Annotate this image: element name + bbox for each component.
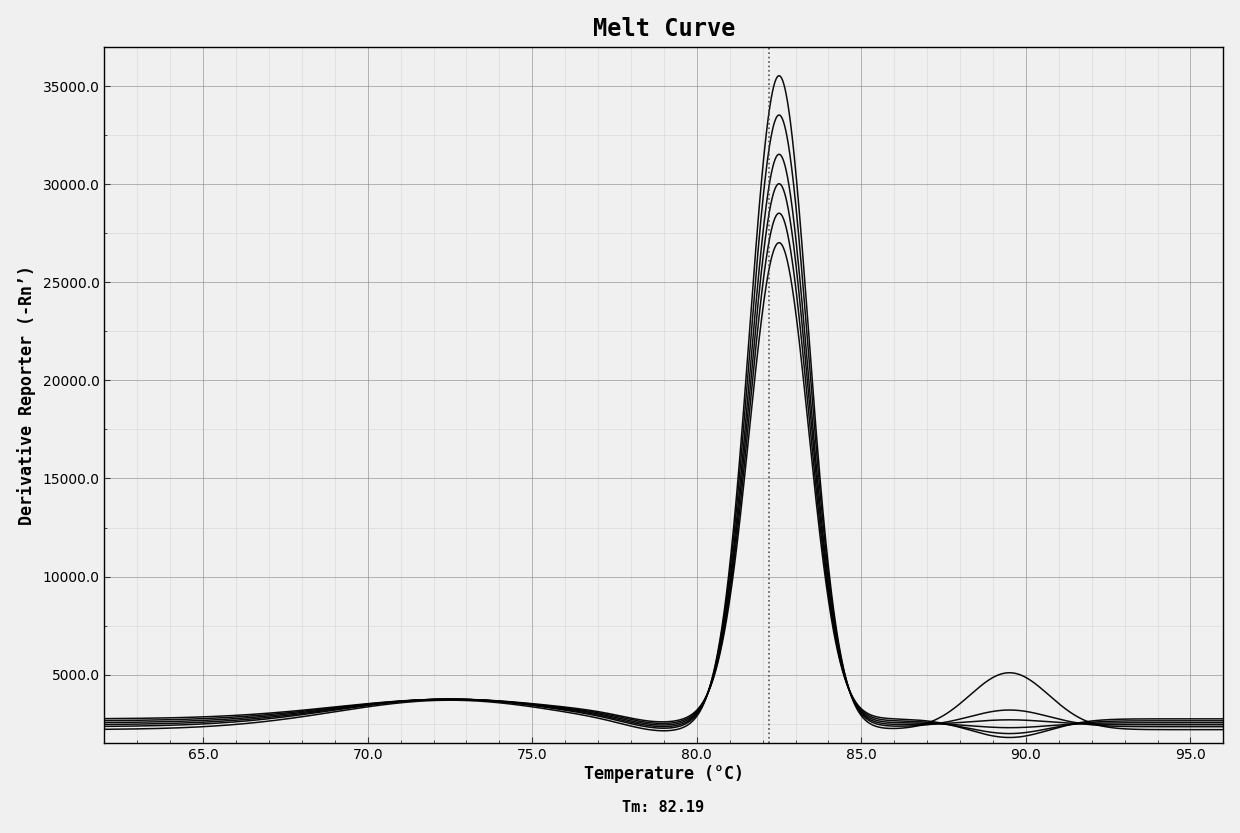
X-axis label: Temperature (°C): Temperature (°C) — [584, 765, 744, 783]
Title: Melt Curve: Melt Curve — [593, 17, 735, 41]
Text: Tm: 82.19: Tm: 82.19 — [622, 800, 704, 815]
Y-axis label: Derivative Reporter (-Rn’): Derivative Reporter (-Rn’) — [16, 265, 36, 525]
